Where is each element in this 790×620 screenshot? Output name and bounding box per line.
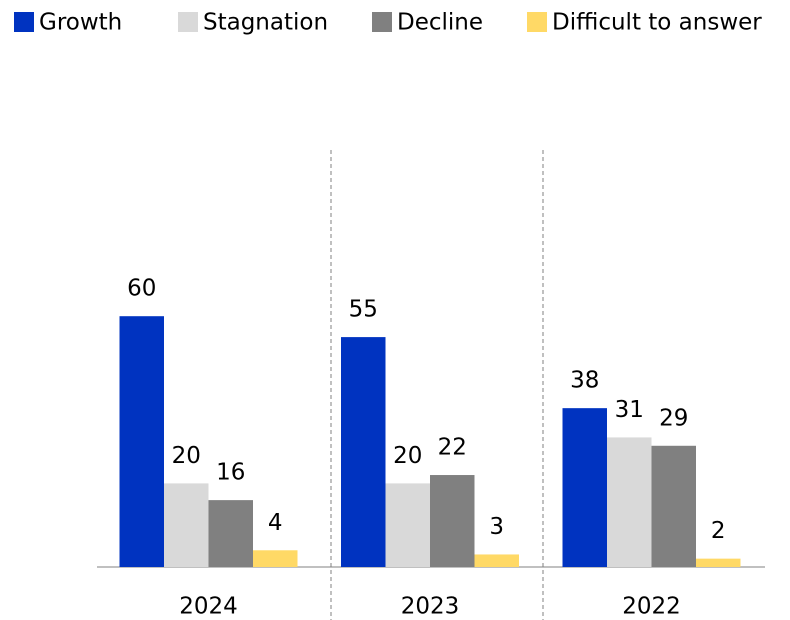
- data-label: 60: [127, 276, 156, 302]
- data-label: 16: [216, 460, 245, 486]
- bar: [119, 316, 164, 567]
- data-label: 2: [711, 518, 726, 544]
- data-label: 55: [349, 297, 378, 323]
- legend-label: Growth: [39, 10, 122, 36]
- legend-swatch: [527, 12, 547, 32]
- bar: [562, 408, 607, 567]
- data-label: 29: [659, 405, 688, 431]
- data-label: 20: [393, 443, 422, 469]
- x-tick-label: 2024: [179, 594, 238, 620]
- data-label: 31: [615, 397, 644, 423]
- legend-swatch: [14, 12, 34, 32]
- bar: [696, 558, 741, 567]
- x-tick-label: 2022: [622, 594, 681, 620]
- data-label: 4: [268, 510, 283, 536]
- bar: [208, 500, 253, 567]
- bar: [253, 550, 298, 567]
- bar: [341, 337, 386, 567]
- data-label: 22: [438, 435, 467, 461]
- legend-label: Stagnation: [203, 10, 328, 36]
- bar: [607, 437, 652, 567]
- bar: [430, 475, 475, 567]
- legend-swatch: [178, 12, 198, 32]
- data-label: 3: [489, 514, 504, 540]
- data-label: 20: [172, 443, 201, 469]
- data-label: 38: [570, 368, 599, 394]
- legend-label: Difficult to answer: [552, 10, 762, 36]
- legend-label: Decline: [397, 10, 483, 36]
- x-tick-label: 2023: [401, 594, 460, 620]
- bar: [164, 483, 209, 567]
- legend-swatch: [372, 12, 392, 32]
- bar: [651, 445, 696, 567]
- bar: [474, 554, 519, 567]
- bar: [385, 483, 430, 567]
